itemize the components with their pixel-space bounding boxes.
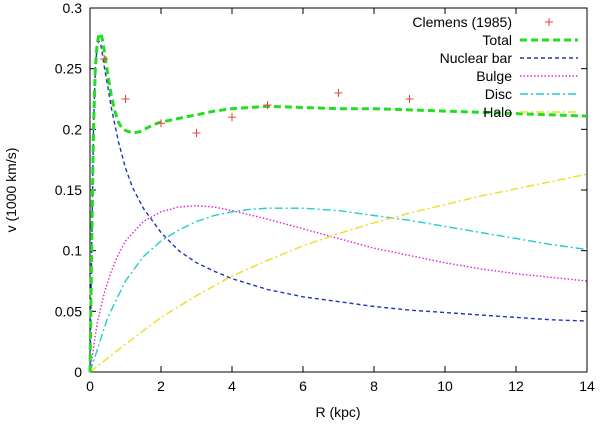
- x-tick-label: 6: [299, 378, 307, 394]
- y-tick-label: 0.25: [55, 61, 82, 77]
- scatter-point: [192, 128, 201, 137]
- scatter-point: [157, 119, 165, 128]
- axis-tick-labels: 0 2 4 6 8 10 12 14 0 0.05 0.1 0.15 0.2 0.25 0.3: [55, 0, 595, 394]
- scatter-point: [100, 54, 109, 63]
- legend-label: Total: [482, 32, 512, 48]
- series-line-total: [88, 32, 588, 373]
- legend-label: Nuclear bar: [440, 50, 513, 66]
- y-tick-label: 0.15: [55, 182, 82, 198]
- x-tick-label: 2: [157, 378, 165, 394]
- x-tick-label: 0: [86, 378, 94, 394]
- y-tick-label: 0.2: [63, 121, 83, 137]
- scatter-point: [405, 95, 414, 103]
- scatter-points: [100, 54, 414, 137]
- x-tick-label: 8: [370, 378, 378, 394]
- series-line-bulge: [89, 205, 588, 373]
- y-tick-label: 0: [74, 364, 82, 380]
- legend-label: Clemens (1985): [412, 14, 512, 30]
- legend-marker: [545, 18, 553, 26]
- legend: Clemens (1985) Total Nuclear bar Bulge Disc H…: [412, 14, 578, 120]
- x-tick-label: 4: [228, 378, 236, 394]
- x-tick-label: 14: [579, 378, 595, 394]
- scatter-point: [334, 88, 343, 97]
- x-tick-label: 12: [508, 378, 524, 394]
- series-lines: [88, 32, 588, 373]
- y-tick-label: 0.3: [63, 0, 83, 16]
- scatter-point: [228, 113, 236, 122]
- legend-label: Bulge: [476, 68, 512, 84]
- y-tick-label: 0.05: [55, 303, 82, 319]
- y-tick-label: 0.1: [63, 243, 83, 259]
- x-tick-label: 10: [437, 378, 453, 394]
- legend-label: Halo: [483, 104, 512, 120]
- scatter-point: [121, 95, 130, 103]
- series-line-disc: [89, 207, 588, 373]
- series-line-halo: [89, 173, 588, 373]
- legend-label: Disc: [485, 86, 512, 102]
- y-axis-label: v (1000 km/s): [3, 148, 19, 233]
- x-axis-label: R (kpc): [315, 404, 360, 420]
- scatter-point: [263, 101, 272, 110]
